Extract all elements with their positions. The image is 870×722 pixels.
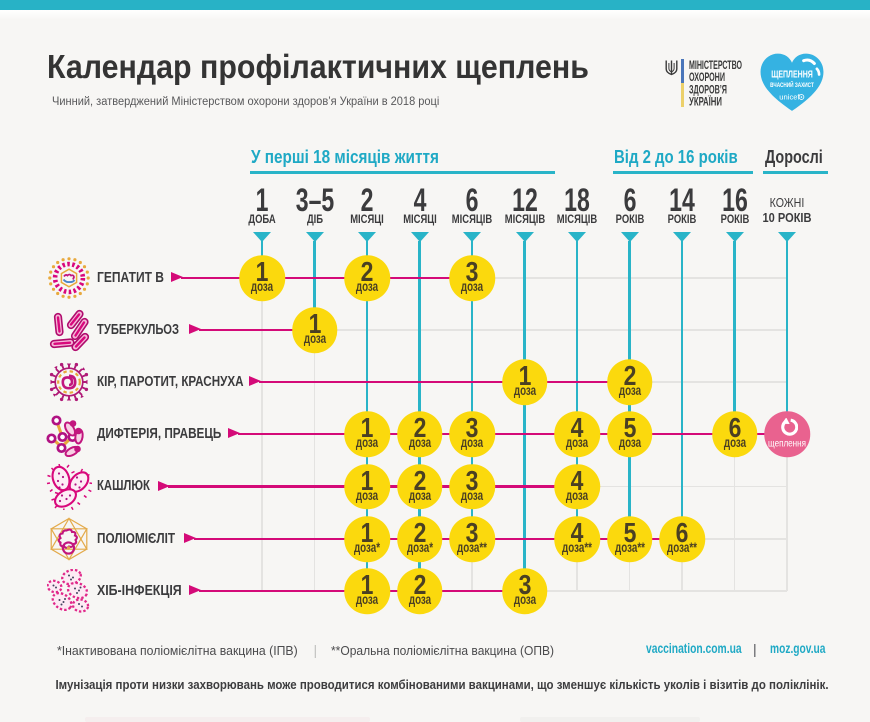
svg-text:ЗДОРОВ’Я: ЗДОРОВ’Я: [689, 82, 727, 96]
svg-text:щеплення: щеплення: [768, 439, 806, 450]
svg-text:ЩЕПЛЕННЯ: ЩЕПЛЕННЯ: [771, 69, 813, 80]
svg-text:МІНІСТЕРСТВО: МІНІСТЕРСТВО: [689, 58, 742, 72]
svg-text:ОХОРОНИ: ОХОРОНИ: [689, 70, 725, 84]
svg-text:УКРАЇНИ: УКРАЇНИ: [689, 94, 722, 109]
svg-text:ВЧАСНИЙ ЗАХИСТ: ВЧАСНИЙ ЗАХИСТ: [770, 80, 814, 89]
svg-text:unicef: unicef: [779, 93, 800, 102]
